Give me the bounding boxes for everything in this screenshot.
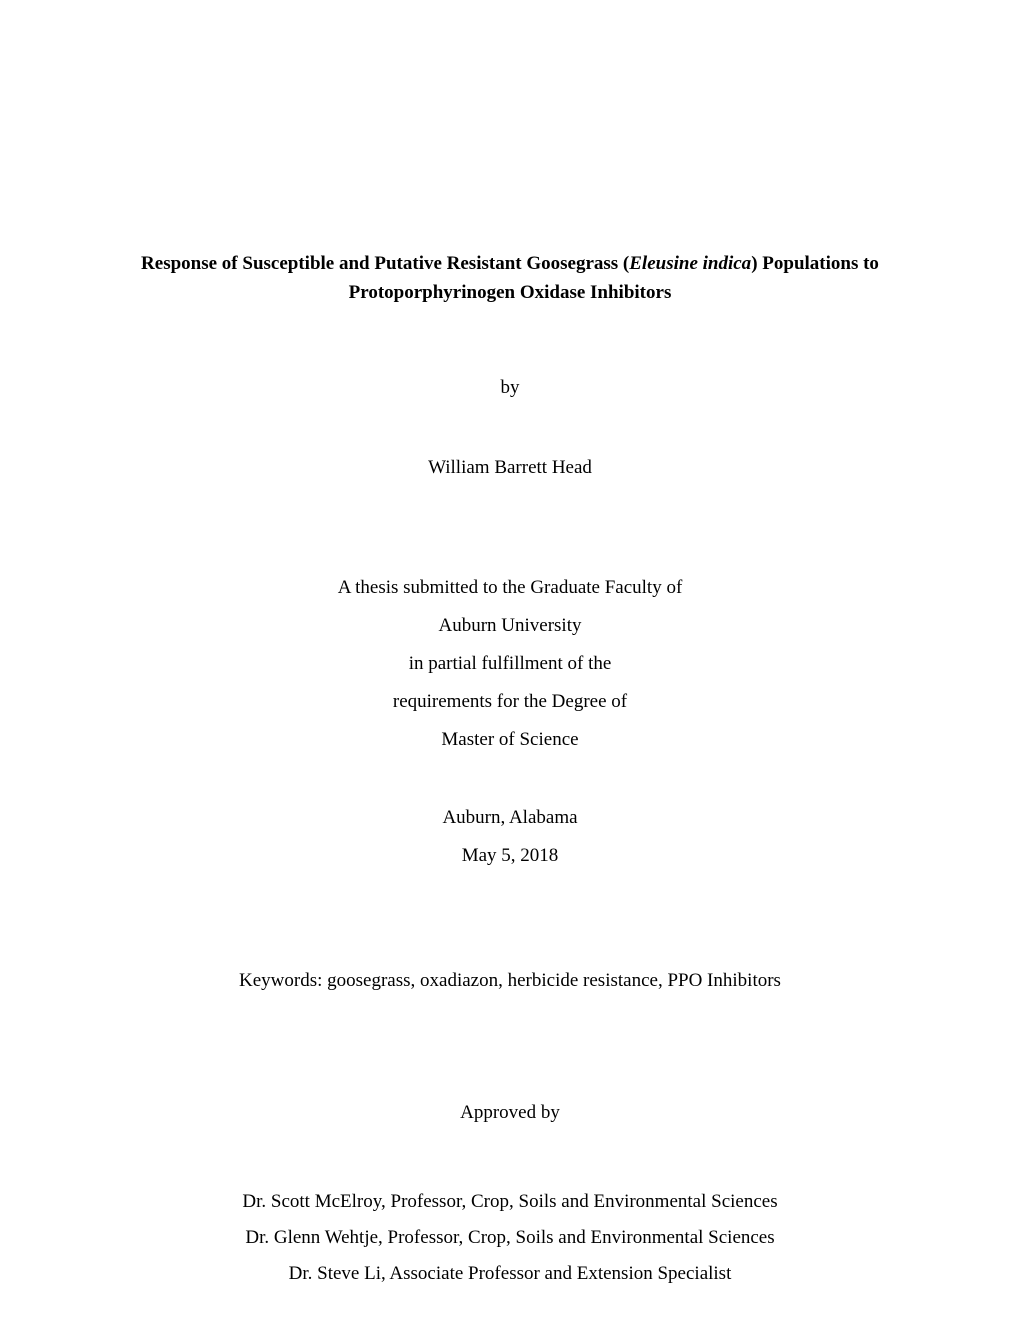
title-prefix: Response of Susceptible and Putative Res… (141, 253, 629, 274)
location: Auburn, Alabama (110, 799, 910, 837)
title-scientific-name: Eleusine indica (629, 253, 751, 274)
title-suffix: ) Populations to (751, 253, 879, 274)
submission-line-3: in partial fulfillment of the (110, 645, 910, 683)
committee-block: Dr. Scott McElroy, Professor, Crop, Soil… (110, 1184, 910, 1292)
keywords-line: Keywords: goosegrass, oxadiazon, herbici… (110, 970, 910, 992)
author-name: William Barrett Head (110, 457, 910, 479)
location-block: Auburn, Alabama May 5, 2018 (110, 799, 910, 875)
by-label: by (110, 377, 910, 399)
committee-member-3: Dr. Steve Li, Associate Professor and Ex… (110, 1256, 910, 1292)
submission-line-1: A thesis submitted to the Graduate Facul… (110, 569, 910, 607)
date: May 5, 2018 (110, 837, 910, 875)
committee-member-1: Dr. Scott McElroy, Professor, Crop, Soil… (110, 1184, 910, 1220)
title-line-2: Protoporphyrinogen Oxidase Inhibitors (110, 279, 910, 308)
approved-by-label: Approved by (110, 1102, 910, 1124)
thesis-title-page: Response of Susceptible and Putative Res… (110, 250, 910, 1292)
submission-block: A thesis submitted to the Graduate Facul… (110, 569, 910, 759)
submission-line-5: Master of Science (110, 721, 910, 759)
submission-line-2: Auburn University (110, 607, 910, 645)
title-line-1: Response of Susceptible and Putative Res… (110, 250, 910, 279)
committee-member-2: Dr. Glenn Wehtje, Professor, Crop, Soils… (110, 1220, 910, 1256)
title-block: Response of Susceptible and Putative Res… (110, 250, 910, 307)
submission-line-4: requirements for the Degree of (110, 683, 910, 721)
